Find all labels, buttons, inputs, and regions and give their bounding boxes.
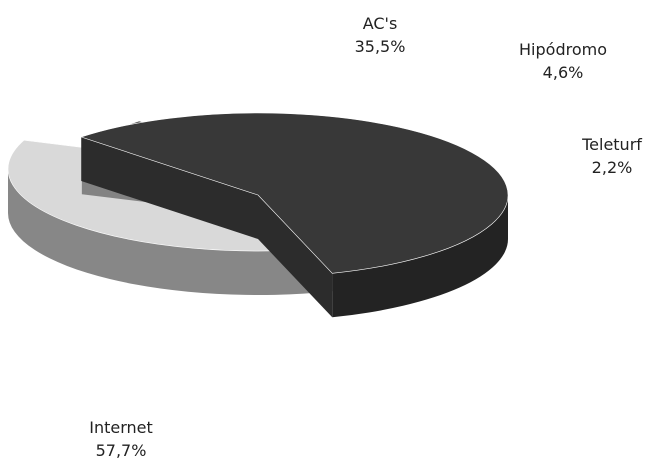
- slice-value-teleturf: 2,2%: [591, 158, 633, 177]
- slice-label-teleturf: Teleturf 2,2%: [570, 133, 654, 179]
- slice-label-acs: AC's 35,5%: [340, 12, 420, 58]
- slice-wall-internet-0: [81, 137, 259, 239]
- slice-wall-internet-1: [258, 195, 333, 318]
- slice-name-acs: AC's: [362, 14, 398, 33]
- slice-top-internet: [80, 112, 509, 274]
- slice-value-acs: 35,5%: [354, 37, 406, 56]
- pie-slices: [7, 112, 509, 318]
- slice-value-internet: 57,7%: [95, 441, 147, 460]
- slice-value-hipodromo: 4,6%: [542, 63, 584, 82]
- slice-name-internet: Internet: [89, 418, 153, 437]
- slice-name-teleturf: Teleturf: [582, 135, 642, 154]
- slice-side-ac-s-0: [8, 169, 333, 296]
- slice-label-internet: Internet 57,7%: [66, 416, 176, 462]
- slice-label-hipodromo: Hipódromo 4,6%: [508, 38, 618, 84]
- slice-internet: [80, 112, 509, 318]
- slice-name-hipodromo: Hipódromo: [519, 40, 607, 59]
- slice-side-internet-0: [332, 195, 509, 318]
